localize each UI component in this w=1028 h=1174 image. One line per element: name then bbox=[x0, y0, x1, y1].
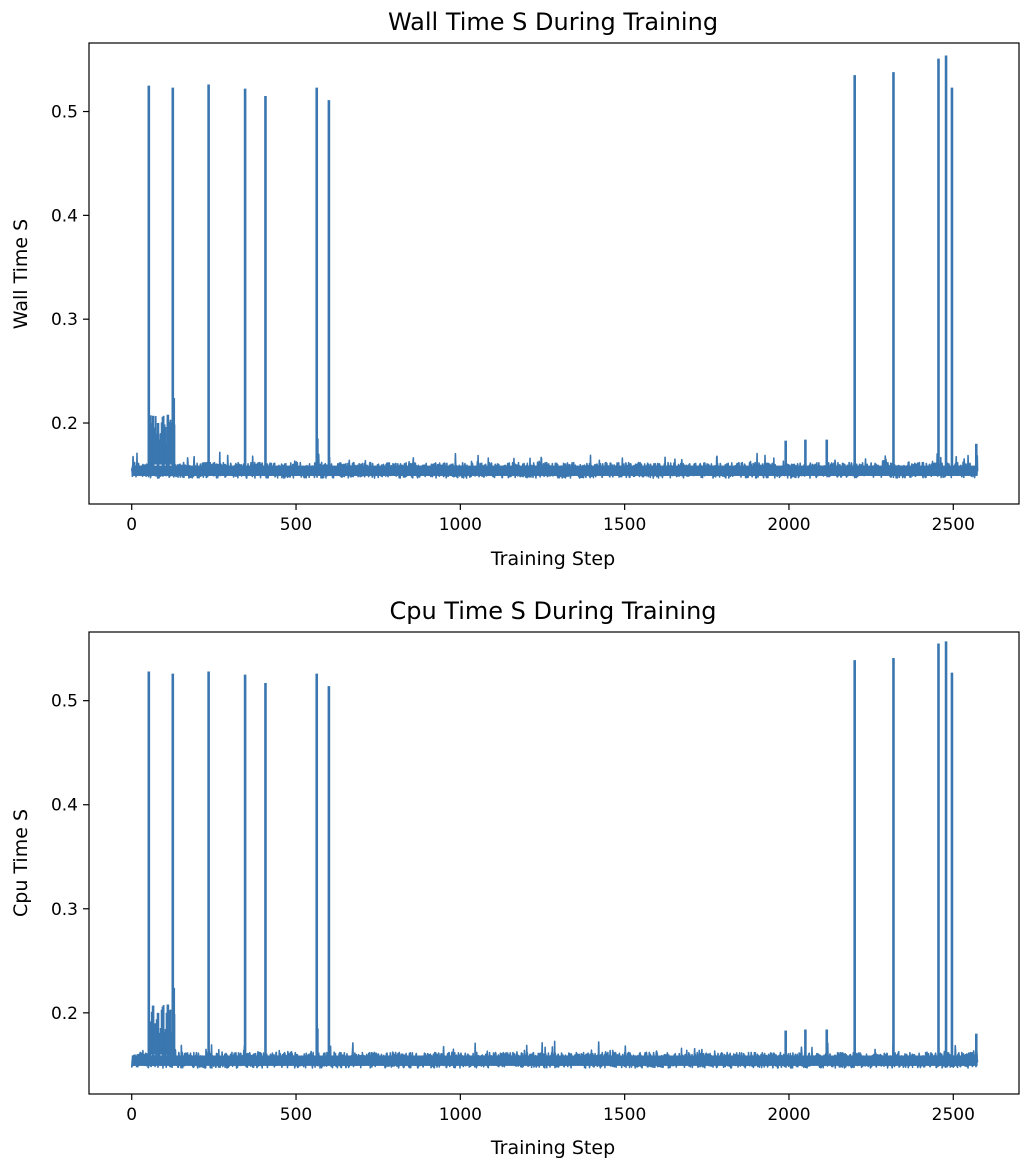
x-tick-label: 0 bbox=[126, 515, 137, 535]
x-tick-label: 1000 bbox=[439, 1105, 482, 1125]
y-tick-label: 0.4 bbox=[51, 206, 78, 226]
y-tick-label: 0.4 bbox=[51, 796, 78, 816]
y-tick-label: 0.5 bbox=[51, 103, 78, 123]
x-tick-label: 500 bbox=[280, 1105, 312, 1125]
wall-time-chart: Wall Time S During Training 0 500 1000 1500… bbox=[10, 8, 1020, 570]
y-tick-label: 0.5 bbox=[51, 692, 78, 712]
x-axis-label: Training Step bbox=[490, 1137, 615, 1159]
x-tick-label: 2500 bbox=[932, 515, 975, 535]
x-axis-label: Training Step bbox=[490, 548, 615, 570]
x-tick-label: 1000 bbox=[439, 515, 482, 535]
y-tick-label: 0.2 bbox=[51, 1004, 78, 1024]
chart-title: Wall Time S During Training bbox=[388, 8, 718, 36]
series-band bbox=[131, 1055, 978, 1066]
x-tick-label: 2000 bbox=[767, 1105, 810, 1125]
x-axis: 0 500 1000 1500 2000 2500 bbox=[126, 504, 975, 535]
x-tick-label: 0 bbox=[126, 1105, 137, 1125]
y-tick-label: 0.2 bbox=[51, 414, 78, 434]
chart-title: Cpu Time S During Training bbox=[389, 597, 716, 625]
plot-area bbox=[130, 55, 979, 479]
y-tick-label: 0.3 bbox=[51, 900, 78, 920]
x-axis: 0 500 1000 1500 2000 2500 bbox=[126, 1094, 975, 1125]
series-band bbox=[131, 465, 978, 476]
y-axis: 0.2 0.3 0.4 0.5 bbox=[51, 103, 89, 434]
x-tick-label: 500 bbox=[280, 515, 312, 535]
y-axis-label: Wall Time S bbox=[10, 219, 32, 329]
x-tick-label: 2500 bbox=[932, 1105, 975, 1125]
y-axis: 0.2 0.3 0.4 0.5 bbox=[51, 692, 89, 1024]
x-tick-label: 1500 bbox=[603, 515, 646, 535]
cpu-time-chart: Cpu Time S During Training 0 500 1000 1500 2… bbox=[10, 597, 1020, 1159]
plot-frame bbox=[88, 631, 1020, 1095]
x-tick-label: 1500 bbox=[603, 1105, 646, 1125]
y-axis-label: Cpu Time S bbox=[10, 809, 32, 917]
plot-frame bbox=[88, 42, 1020, 505]
x-tick-label: 2000 bbox=[767, 515, 810, 535]
y-tick-label: 0.3 bbox=[51, 310, 78, 330]
plot-area bbox=[130, 641, 979, 1069]
